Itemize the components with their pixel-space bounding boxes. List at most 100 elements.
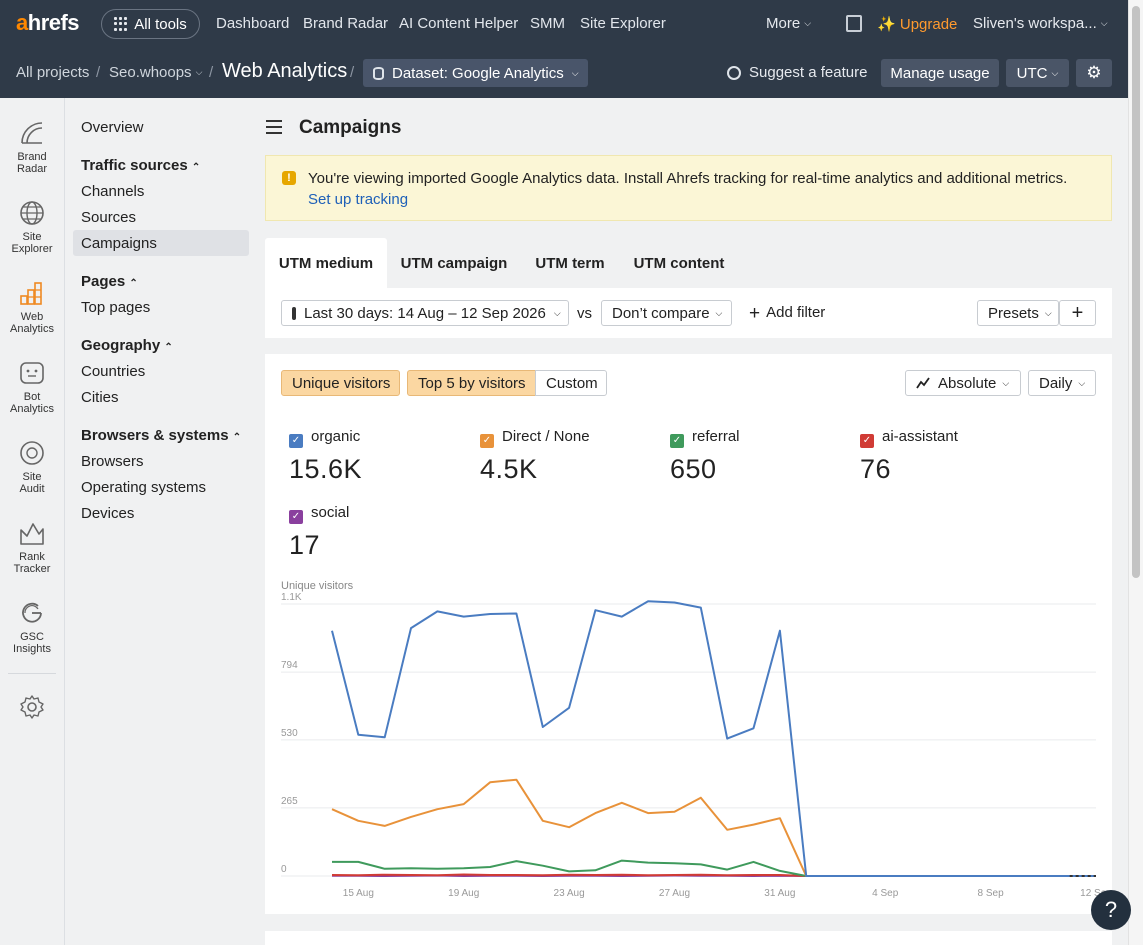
rail-label: Site [22, 471, 42, 483]
metric-selector[interactable]: Unique visitors [281, 370, 400, 396]
help-button[interactable]: ? [1091, 890, 1131, 930]
rail-brand-radar[interactable]: Brand Radar [0, 120, 64, 175]
rail-gsc-insights[interactable]: GSC Insights [0, 600, 64, 655]
nav-site-explorer[interactable]: Site Explorer [580, 15, 666, 32]
nav-brand-radar[interactable]: Brand Radar [303, 15, 389, 32]
nav-devices[interactable]: Devices [81, 505, 135, 522]
question-icon: ? [1104, 897, 1118, 922]
timezone-selector[interactable]: UTC ⌵ [1006, 59, 1069, 87]
rank-tracker-icon [20, 523, 44, 545]
nav-dashboard[interactable]: Dashboard [216, 15, 290, 32]
interval-selector[interactable]: Daily ⌵ [1028, 370, 1096, 396]
workspace-menu[interactable]: Sliven's workspa... ⌵ [973, 15, 1108, 32]
nav-smm[interactable]: SMM [530, 15, 565, 32]
nav-sources[interactable]: Sources [81, 209, 137, 226]
more-menu[interactable]: More ⌵ [766, 15, 811, 32]
breadcrumb-separator: / [350, 64, 355, 81]
plus-icon: + [1071, 301, 1084, 324]
breadcrumb-all-projects[interactable]: All projects [16, 64, 90, 81]
nav-channels[interactable]: Channels [81, 183, 145, 200]
setup-tracking-link[interactable]: Set up tracking [308, 191, 409, 208]
rail-bot-analytics[interactable]: Bot Analytics [0, 360, 64, 415]
rail-label: Insights [13, 643, 51, 655]
page-scrollbar[interactable] [1128, 0, 1143, 945]
legend-label: ai-assistant [882, 428, 958, 445]
tab-utm-content[interactable]: UTM content [633, 254, 725, 272]
absolute-selector[interactable]: Absolute ⌵ [905, 370, 1021, 396]
nav-group-geography[interactable]: Geography ⌃ [81, 337, 173, 354]
breadcrumb-project[interactable]: Seo.whoops ⌵ [109, 64, 202, 81]
x-tick-label: 31 Aug [764, 888, 795, 899]
sparkle-icon: ✨ [877, 16, 896, 33]
nav-overview[interactable]: Overview [81, 119, 144, 136]
compare-selector[interactable]: Don’t compare ⌵ [601, 300, 732, 326]
chat-bubble-icon [727, 65, 741, 80]
nav-operating-systems[interactable]: Operating systems [81, 479, 207, 496]
legend-label: Direct / None [502, 428, 590, 445]
database-icon [373, 66, 384, 80]
add-filter-button[interactable]: + Add filter [749, 303, 825, 325]
table-card [265, 931, 1112, 945]
rail-rank-tracker[interactable]: Rank Tracker [0, 520, 64, 575]
x-tick-label: 4 Sep [872, 888, 899, 899]
nav-browsers[interactable]: Browsers [81, 453, 144, 470]
presets-selector[interactable]: Presets ⌵ [977, 300, 1059, 326]
group-label: Browsers & systems [81, 427, 229, 444]
legend-referral[interactable]: ✓ referral 650 [670, 428, 740, 485]
nav-ai-content-helper[interactable]: AI Content Helper [399, 15, 519, 32]
x-tick-label: 27 Aug [659, 888, 690, 899]
tab-utm-campaign[interactable]: UTM campaign [400, 254, 508, 272]
rail-site-audit[interactable]: Site Audit [0, 440, 64, 495]
scrollbar-thumb[interactable] [1132, 6, 1140, 578]
rail-site-explorer[interactable]: Site Explorer [0, 200, 64, 255]
dataset-selector[interactable]: Dataset: Google Analytics ⌵ [363, 59, 588, 87]
breadcrumb-separator: / [209, 64, 214, 81]
nav-top-pages[interactable]: Top pages [81, 299, 151, 316]
filter-bar: Last 30 days: 14 Aug – 12 Sep 2026 ⌵ vs … [265, 288, 1112, 338]
add-preset-button[interactable]: + [1059, 300, 1096, 326]
chevron-down-icon: ⌵ [1078, 377, 1086, 388]
rail-web-analytics[interactable]: Web Analytics [0, 280, 64, 335]
nav-countries[interactable]: Countries [81, 363, 146, 380]
daily-label: Daily [1039, 374, 1073, 392]
date-range-picker[interactable]: Last 30 days: 14 Aug – 12 Sep 2026 ⌵ [281, 300, 569, 326]
nav-group-browsers-systems[interactable]: Browsers & systems ⌃ [81, 427, 241, 444]
bar-chart-icon [20, 282, 42, 305]
legend-direct-none[interactable]: ✓ Direct / None 4.5K [480, 428, 590, 485]
legend-social[interactable]: ✓ social 17 [289, 504, 349, 561]
tab-utm-term[interactable]: UTM term [535, 254, 605, 272]
legend-label: social [311, 504, 350, 521]
chevron-down-icon: ⌵ [1051, 67, 1059, 78]
page-title: Campaigns [299, 117, 402, 138]
custom-toggle[interactable]: Custom [535, 370, 607, 396]
checkbox-checked-icon: ✓ [289, 510, 303, 524]
tab-utm-medium[interactable]: UTM medium [265, 238, 387, 288]
menu-icon[interactable] [266, 120, 282, 138]
manage-usage-button[interactable]: Manage usage [881, 59, 999, 87]
ahrefs-logo[interactable]: ahrefs [16, 10, 80, 35]
upgrade-link[interactable]: ✨ Upgrade [877, 15, 957, 33]
y-tick-label: 1.1K [281, 592, 302, 603]
nav-campaigns[interactable]: Campaigns [81, 235, 157, 252]
suggest-feature-link[interactable]: Suggest a feature [727, 64, 867, 81]
calendar-icon [292, 306, 296, 320]
tablet-icon[interactable] [846, 15, 862, 32]
rail-label: Analytics [9, 403, 55, 415]
nav-group-traffic-sources[interactable]: Traffic sources ⌃ [81, 157, 200, 174]
absolute-label: Absolute [938, 374, 997, 392]
date-range-label: Last 30 days: 14 Aug – 12 Sep 2026 [304, 304, 546, 322]
checkbox-checked-icon: ✓ [860, 434, 874, 448]
rail-settings[interactable] [0, 694, 64, 725]
all-tools-button[interactable]: All tools [101, 9, 200, 39]
x-tick-label: 12 Sep [1080, 888, 1112, 899]
settings-button[interactable]: ⚙ [1076, 59, 1112, 87]
legend-value: 4.5K [480, 454, 538, 484]
legend-ai-assistant[interactable]: ✓ ai-assistant 76 [860, 428, 958, 485]
chevron-down-icon: ⌵ [1100, 18, 1108, 28]
legend-value: 15.6K [289, 454, 363, 484]
legend-organic[interactable]: ✓ organic 15.6K [289, 428, 362, 485]
timezone-label: UTC [1016, 64, 1048, 82]
nav-cities[interactable]: Cities [81, 389, 119, 406]
nav-group-pages[interactable]: Pages ⌃ [81, 273, 138, 290]
top5-toggle[interactable]: Top 5 by visitors [407, 370, 536, 396]
